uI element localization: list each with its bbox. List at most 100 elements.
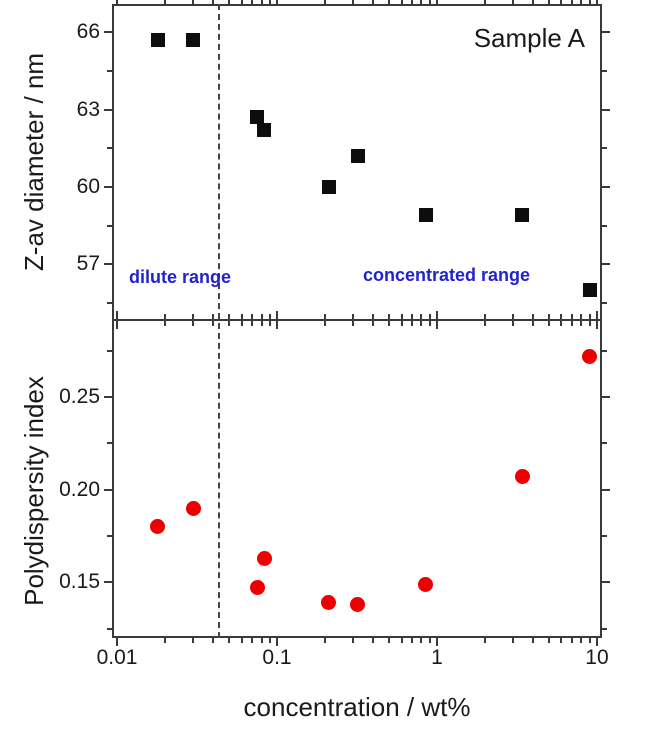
x-tick <box>268 321 271 326</box>
dilute-range-label: dilute range <box>129 267 232 287</box>
data-point-square <box>250 110 265 125</box>
x-tick <box>372 321 375 326</box>
x-tick <box>560 638 563 643</box>
x-tick <box>227 314 230 319</box>
x-tick <box>532 321 535 326</box>
x-tick <box>276 0 279 4</box>
x-tick <box>372 638 375 643</box>
x-tick <box>411 638 414 643</box>
x-tick <box>411 321 414 326</box>
x-tick <box>352 321 355 326</box>
x-tick <box>324 638 327 643</box>
x-tick <box>164 321 167 326</box>
polydispersity-plot-panel <box>104 311 610 646</box>
x-tick <box>276 321 279 329</box>
x-tick <box>588 321 591 326</box>
x-tick <box>324 314 327 319</box>
x-tick <box>532 314 535 319</box>
x-tick <box>260 321 263 326</box>
y-tick <box>602 395 610 398</box>
concentrated-range-label: concentrated range <box>363 265 531 285</box>
data-point-circle <box>350 597 366 613</box>
data-point-circle <box>256 550 272 566</box>
y-tick <box>602 70 607 72</box>
x-tick <box>532 638 535 643</box>
x-tick <box>484 314 487 319</box>
y-tick <box>602 534 607 537</box>
x-tick <box>116 638 119 646</box>
x-tick <box>324 0 327 4</box>
x-tick <box>580 0 583 4</box>
dilute-concentrated-divider-line <box>218 4 221 638</box>
data-point-circle <box>514 469 530 485</box>
x-tick <box>251 638 254 643</box>
x-tick <box>192 638 195 643</box>
data-point-square <box>418 208 433 223</box>
x-tick <box>512 314 515 319</box>
x-tick <box>251 321 254 326</box>
x-tick <box>580 638 583 643</box>
x-tick <box>400 314 403 319</box>
x-tick <box>420 0 423 4</box>
x-tick <box>428 321 431 326</box>
x-tick <box>484 321 487 326</box>
x-axis-title: concentration / wt% <box>243 692 471 722</box>
x-tick <box>212 0 215 4</box>
y-tick-label: 0.25 <box>59 384 100 408</box>
x-tick <box>352 0 355 4</box>
x-tick <box>420 314 423 319</box>
y-tick <box>107 70 112 72</box>
x-tick <box>588 0 591 4</box>
x-tick <box>512 0 515 4</box>
x-tick <box>352 638 355 643</box>
x-tick <box>435 0 438 4</box>
x-tick <box>276 311 279 319</box>
x-tick <box>116 0 119 4</box>
x-tick <box>428 0 431 4</box>
x-tick <box>387 0 390 4</box>
y-tick <box>602 263 610 266</box>
x-tick <box>435 321 438 329</box>
y-tick <box>602 147 607 150</box>
data-point-square <box>257 123 272 138</box>
x-tick-label: 0.1 <box>262 646 292 669</box>
x-tick <box>192 321 195 326</box>
x-tick <box>420 638 423 643</box>
y-tick <box>602 349 607 352</box>
y-tick <box>104 108 112 111</box>
x-tick <box>227 638 230 643</box>
y-tick <box>602 224 607 227</box>
y-tick <box>107 442 112 445</box>
data-point-square <box>186 33 201 48</box>
x-tick <box>400 0 403 4</box>
x-tick-label: 10 <box>585 646 609 669</box>
x-tick <box>547 638 550 643</box>
x-tick <box>512 321 515 326</box>
x-tick <box>251 314 254 319</box>
y-tick <box>602 442 607 445</box>
data-point-square <box>350 149 365 164</box>
x-tick <box>227 321 230 326</box>
x-tick <box>164 0 167 4</box>
x-tick <box>547 321 550 326</box>
x-tick <box>571 321 574 326</box>
x-tick <box>532 0 535 4</box>
x-tick <box>595 311 598 319</box>
x-tick <box>547 0 550 4</box>
x-tick <box>164 314 167 319</box>
y-tick-label: 60 <box>76 174 100 198</box>
x-tick <box>372 0 375 4</box>
x-tick <box>276 638 279 646</box>
x-tick <box>595 0 598 4</box>
x-tick-label: 0.01 <box>96 646 138 669</box>
x-tick-label: 1 <box>431 646 443 669</box>
x-tick <box>571 0 574 4</box>
y-tick <box>602 627 607 630</box>
data-point-square <box>150 33 165 48</box>
y-tick <box>107 627 112 630</box>
x-tick <box>352 314 355 319</box>
x-tick <box>324 321 327 326</box>
x-tick <box>571 638 574 643</box>
x-tick <box>387 321 390 326</box>
